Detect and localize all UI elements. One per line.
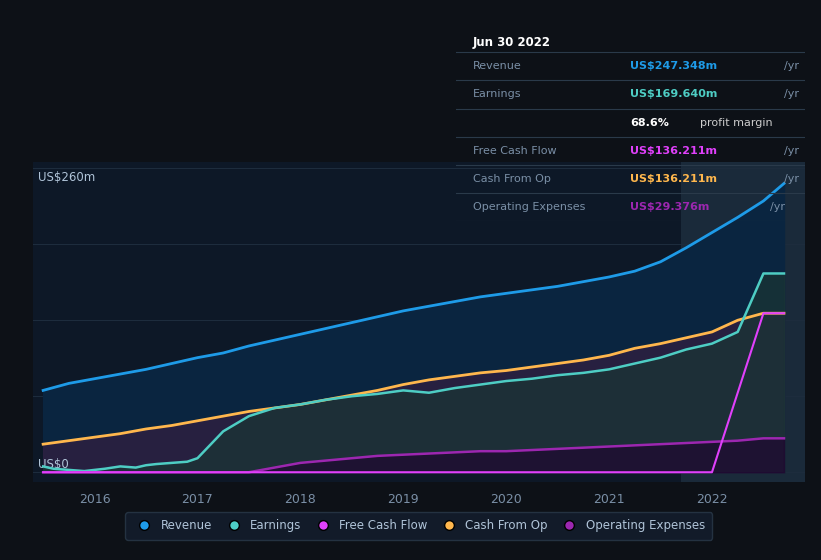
Text: US$247.348m: US$247.348m <box>631 61 718 71</box>
Text: US$136.211m: US$136.211m <box>631 146 717 156</box>
Text: /yr: /yr <box>770 202 785 212</box>
Text: US$169.640m: US$169.640m <box>631 90 718 100</box>
Legend: Revenue, Earnings, Free Cash Flow, Cash From Op, Operating Expenses: Revenue, Earnings, Free Cash Flow, Cash … <box>126 512 712 539</box>
Text: Earnings: Earnings <box>473 90 521 100</box>
Text: Operating Expenses: Operating Expenses <box>473 202 585 212</box>
Text: US$29.376m: US$29.376m <box>631 202 709 212</box>
Text: US$136.211m: US$136.211m <box>631 174 717 184</box>
Text: Cash From Op: Cash From Op <box>473 174 551 184</box>
Bar <box>681 162 805 482</box>
Text: Free Cash Flow: Free Cash Flow <box>473 146 557 156</box>
Text: /yr: /yr <box>784 90 799 100</box>
Text: 68.6%: 68.6% <box>631 118 669 128</box>
Text: /yr: /yr <box>784 174 799 184</box>
Text: /yr: /yr <box>784 61 799 71</box>
Text: US$260m: US$260m <box>38 171 95 184</box>
Text: US$0: US$0 <box>38 458 69 471</box>
Text: /yr: /yr <box>784 146 799 156</box>
Text: Jun 30 2022: Jun 30 2022 <box>473 36 551 49</box>
Text: profit margin: profit margin <box>699 118 773 128</box>
Text: Revenue: Revenue <box>473 61 522 71</box>
